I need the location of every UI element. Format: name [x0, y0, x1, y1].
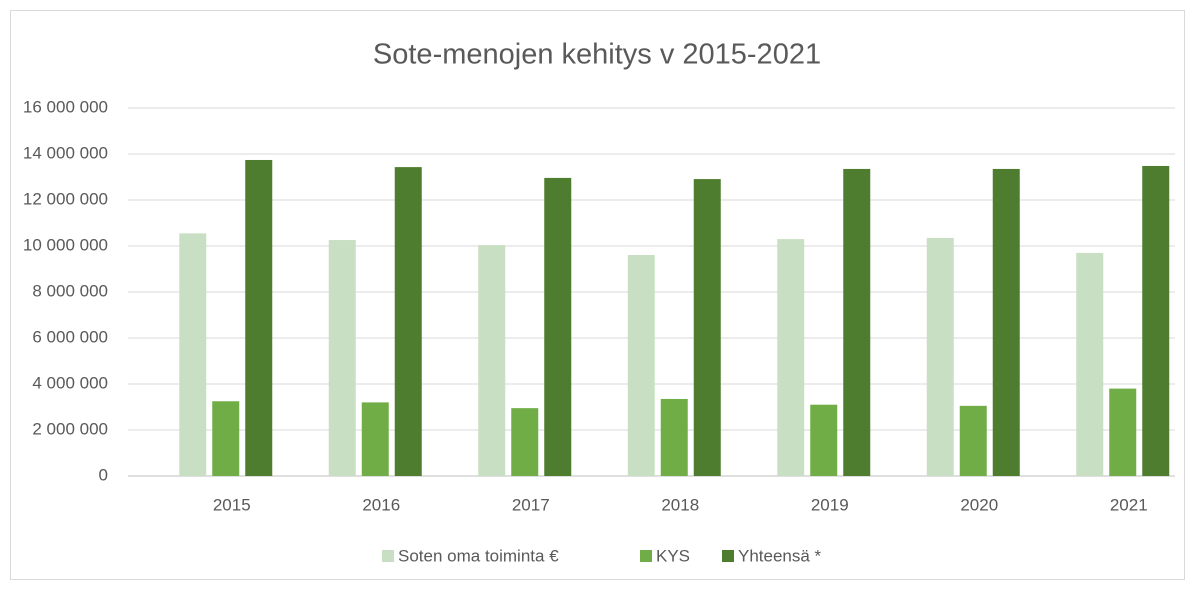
bar [544, 177, 572, 477]
x-tick-label: 2017 [512, 495, 550, 514]
x-tick-label: 2020 [960, 495, 998, 514]
bar [212, 401, 240, 476]
bar [478, 245, 506, 476]
bar [1142, 165, 1170, 476]
bar [1109, 388, 1137, 476]
y-tick-label: 14 000 000 [23, 143, 108, 162]
bar [660, 398, 688, 476]
bar [179, 233, 207, 476]
x-tick-label: 2021 [1110, 495, 1148, 514]
bar [394, 167, 422, 477]
bar [777, 239, 805, 476]
y-tick-label: 8 000 000 [32, 281, 108, 300]
legend-label: Yhteensä * [738, 546, 822, 565]
legend-swatch [640, 550, 652, 562]
x-tick-label: 2016 [362, 495, 400, 514]
bar [926, 237, 954, 476]
y-tick-label: 0 [99, 465, 108, 484]
legend-swatch [722, 550, 734, 562]
x-tick-label: 2019 [811, 495, 849, 514]
bar [1076, 252, 1104, 476]
legend-label: Soten oma toiminta € [398, 546, 559, 565]
bar [328, 240, 356, 476]
bar [361, 402, 389, 476]
y-tick-label: 6 000 000 [32, 327, 108, 346]
legend-swatch [382, 550, 394, 562]
bar [693, 179, 721, 476]
bar [627, 254, 655, 476]
y-tick-label: 12 000 000 [23, 189, 108, 208]
bar [843, 168, 871, 476]
bar [810, 404, 838, 476]
y-tick-label: 2 000 000 [32, 419, 108, 438]
bar [511, 408, 539, 476]
bar [959, 405, 987, 476]
y-tick-label: 4 000 000 [32, 373, 108, 392]
bar [992, 168, 1020, 476]
bar [245, 159, 273, 477]
x-tick-label: 2018 [661, 495, 699, 514]
x-tick-label: 2015 [213, 495, 251, 514]
chart-title: Sote-menojen kehitys v 2015-2021 [373, 39, 821, 71]
legend-label: KYS [656, 546, 690, 565]
y-tick-label: 16 000 000 [23, 97, 108, 116]
y-tick-label: 10 000 000 [23, 235, 108, 254]
